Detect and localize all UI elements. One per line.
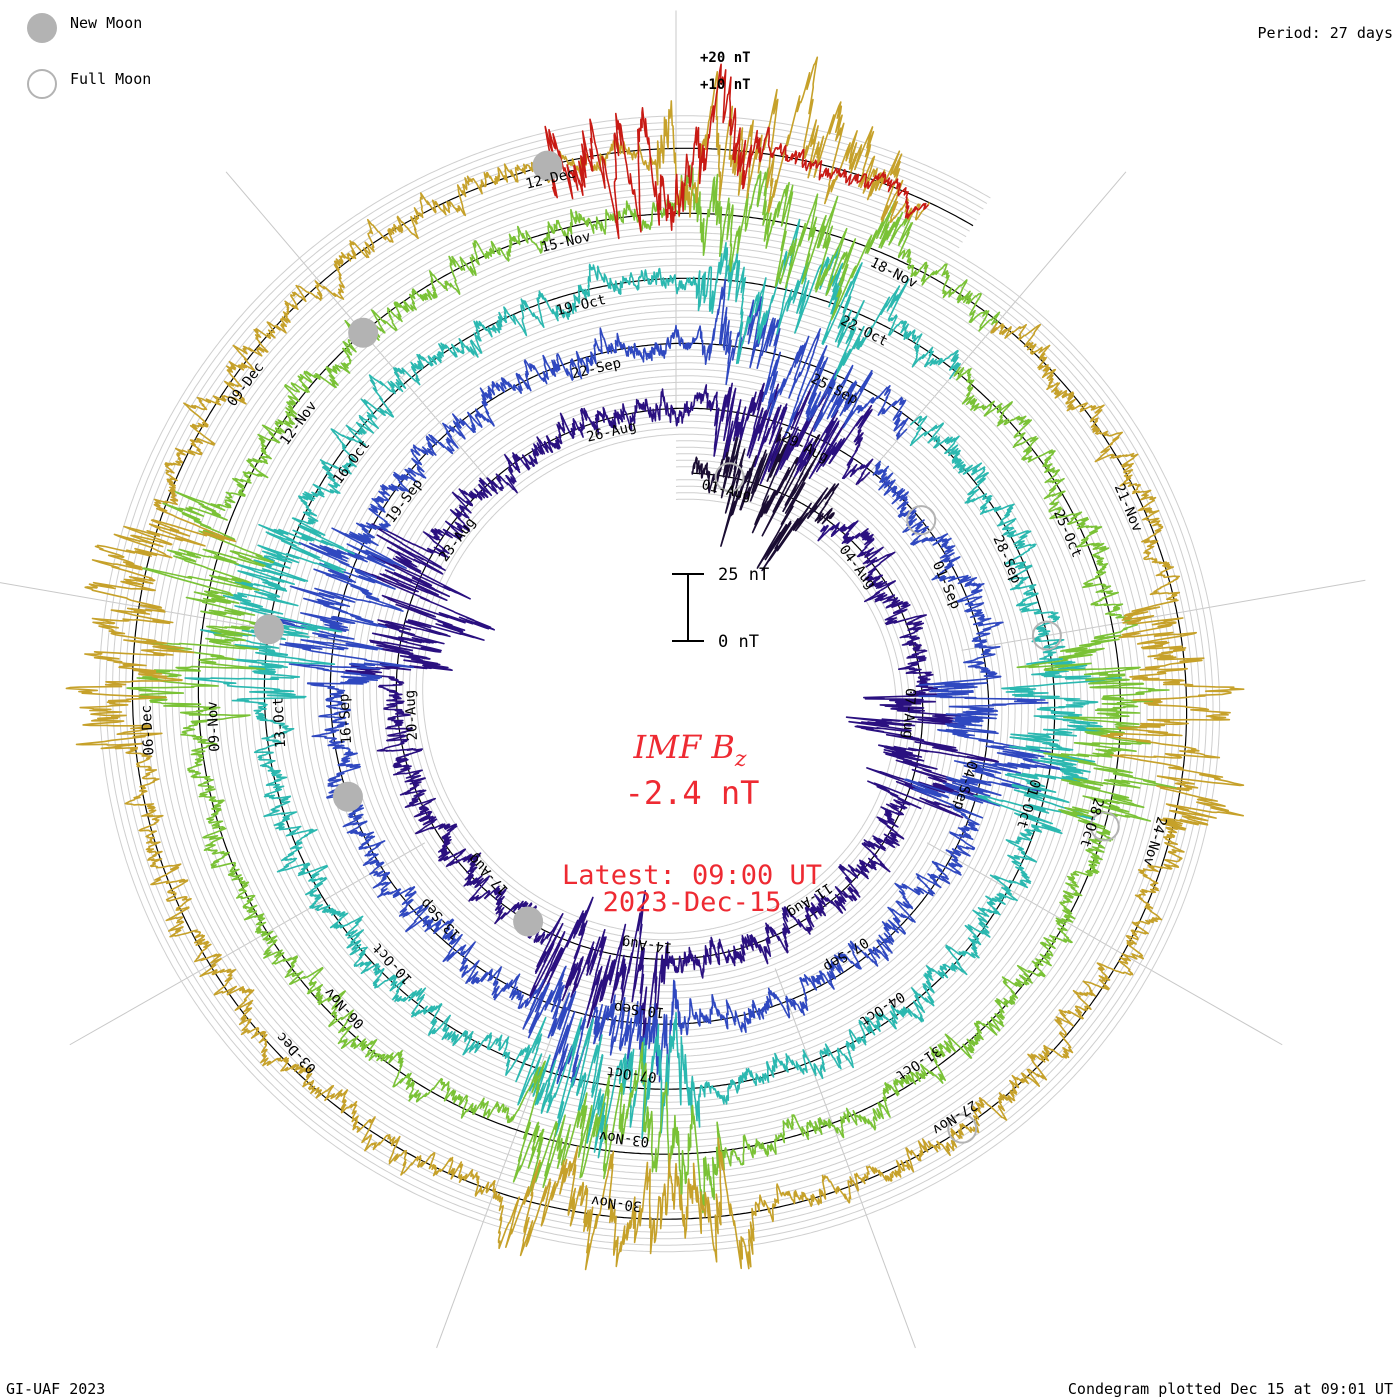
radial-spoke — [926, 842, 1283, 1046]
scale-bar: 25 nT 0 nT — [672, 565, 769, 652]
latest-time: Latest: 09:00 UT — [562, 860, 822, 891]
bz-series-line — [544, 63, 929, 240]
date-label: 07-Sep — [820, 934, 871, 975]
period-label: Period: 27 days — [1258, 24, 1393, 42]
ring-gridline — [105, 121, 1214, 1246]
new-moon-marker — [348, 317, 379, 348]
date-label: 07-Aug — [899, 688, 918, 739]
parameter-subscript: z — [734, 747, 747, 772]
credit-label: GI-UAF 2023 — [6, 1380, 105, 1398]
radial-spoke — [0, 582, 391, 651]
new-moon-marker — [532, 150, 563, 181]
data-series — [65, 56, 1245, 1271]
ring-gridline — [98, 115, 1221, 1253]
date-label: 13-Oct — [270, 697, 289, 748]
date-label: 16-Sep — [336, 693, 355, 744]
date-label: 18-Nov — [867, 255, 919, 292]
date-label: 06-Dec — [139, 705, 158, 756]
full-moon-icon — [27, 69, 57, 99]
legend-full-moon-label: Full Moon — [70, 70, 151, 88]
moon-markers — [253, 150, 1120, 1144]
date-label: 09-Nov — [204, 701, 223, 752]
parameter-value: -2.4 nT — [625, 774, 760, 812]
new-moon-marker — [513, 906, 544, 937]
bz-series-line — [272, 276, 1066, 1086]
date-label: 10-Sep — [613, 999, 665, 1021]
radial-spoke — [69, 842, 426, 1046]
latest-date: 2023-Dec-15 — [603, 887, 782, 918]
new-moon-marker — [332, 781, 363, 812]
full-moon-marker — [714, 462, 745, 493]
date-label: 14-Aug — [621, 934, 673, 956]
bz-series-line — [126, 164, 1181, 1214]
scale-bar-top-label: 25 nT — [718, 565, 769, 585]
plotted-label: Condegram plotted Dec 15 at 09:01 UT — [1068, 1380, 1393, 1398]
zero-line — [131, 147, 1188, 1220]
scale-plus20-label: +20 nT — [700, 50, 751, 66]
full-moon-marker — [1089, 811, 1120, 842]
legend-new-moon-label: New Moon — [70, 14, 142, 32]
full-moon-marker — [947, 1113, 978, 1144]
full-moon-marker — [1031, 620, 1062, 651]
date-label: 20-Aug — [402, 689, 421, 740]
parameter-title: IMF Bz — [633, 728, 747, 772]
legend: New Moon Full Moon — [27, 13, 151, 99]
scale-plus10-label: +10 nT — [700, 77, 751, 93]
new-moon-marker — [253, 614, 284, 645]
zero-reference-lines — [131, 147, 1188, 1220]
bz-series-line — [65, 56, 1245, 1271]
date-label: 07-Oct — [606, 1063, 658, 1085]
date-label: 03-Nov — [598, 1128, 650, 1150]
bz-series-line — [184, 218, 1122, 1159]
ring-gridline — [125, 141, 1194, 1227]
full-moon-marker — [906, 505, 937, 536]
bz-series-line — [341, 377, 999, 1046]
scale-bar-bottom-label: 0 nT — [718, 632, 759, 652]
date-label: 30-Nov — [590, 1192, 642, 1214]
ring-gridline — [112, 128, 1207, 1240]
new-moon-icon — [27, 13, 57, 43]
